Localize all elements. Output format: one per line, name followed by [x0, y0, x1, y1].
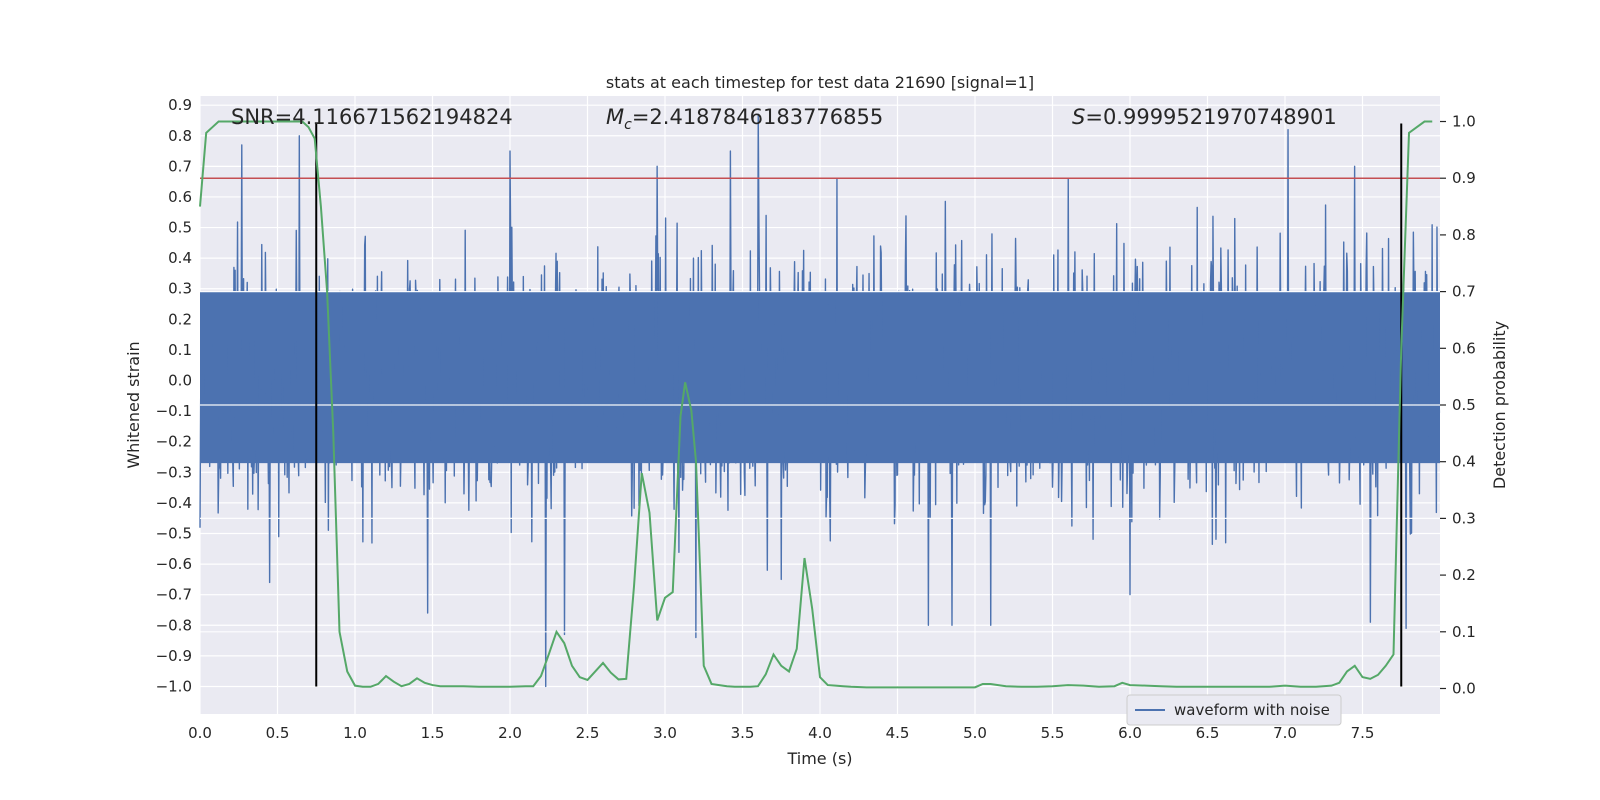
waveform-series [199, 113, 1441, 688]
y-tick-label: −0.9 [156, 647, 192, 665]
x-tick-label: 7.5 [1351, 724, 1375, 742]
y2-axis-ticks: 1.0 0.9 0.8 0.7 0.6 0.5 0.4 0.3 0.2 0.1 0.0 [1440, 113, 1476, 697]
snr-annotation: SNR=4.116671562194824 [231, 105, 513, 129]
chirp-mass-annotation: Mc=2.4187846183776855 [606, 105, 883, 133]
score-symbol: S [1072, 105, 1085, 129]
x-axis-label: Time (s) [786, 749, 852, 768]
y-tick-label: −1.0 [156, 677, 192, 695]
x-tick-label: 6.5 [1196, 724, 1220, 742]
y2-axis-label: Detection probability [1490, 321, 1509, 489]
chirp-mass-value: =2.4187846183776855 [632, 105, 883, 129]
x-tick-label: 2.5 [576, 724, 600, 742]
y2-tick-label: 0.8 [1452, 226, 1476, 244]
x-axis-ticks: 0.0 0.5 1.0 1.5 2.0 2.5 3.0 3.5 4.0 4.5 5.0 5.5 6.0 6… [188, 724, 1374, 742]
y2-tick-label: 0.1 [1452, 623, 1476, 641]
y-tick-label: 0.9 [168, 96, 192, 114]
score-annotation: S=0.9999521970748901 [1072, 105, 1337, 129]
y-tick-label: 0.5 [168, 219, 192, 237]
chirp-mass-subscript: c [624, 117, 632, 133]
y2-tick-label: 0.3 [1452, 509, 1476, 527]
x-tick-label: 5.5 [1041, 724, 1065, 742]
y-tick-label: 0.3 [168, 280, 192, 298]
score-value: =0.9999521970748901 [1085, 105, 1336, 129]
y-axis-ticks: 0.9 0.8 0.7 0.6 0.5 0.4 0.3 0.2 0.1 0.0 −0.1 −0.2 −0… [156, 96, 192, 695]
y-tick-label: 0.1 [168, 341, 192, 359]
y2-tick-label: 0.6 [1452, 339, 1476, 357]
y-tick-label: 0.2 [168, 310, 192, 328]
x-tick-label: 4.0 [808, 724, 832, 742]
x-tick-label: 1.5 [421, 724, 445, 742]
x-tick-label: 1.0 [343, 724, 367, 742]
y-tick-label: −0.8 [156, 616, 192, 634]
y-tick-label: 0.0 [168, 372, 192, 390]
x-tick-label: 3.5 [731, 724, 755, 742]
y-tick-label: −0.6 [156, 555, 192, 573]
x-tick-label: 5.0 [963, 724, 987, 742]
x-tick-label: 3.0 [653, 724, 677, 742]
x-tick-label: 4.5 [886, 724, 910, 742]
chart-title: stats at each timestep for test data 216… [606, 73, 1034, 92]
y2-tick-label: 0.5 [1452, 396, 1476, 414]
y-tick-label: −0.7 [156, 586, 192, 604]
legend-label: waveform with noise [1174, 701, 1330, 719]
x-tick-label: 0.0 [188, 724, 212, 742]
y-tick-label: −0.5 [156, 524, 192, 542]
legend-box [1126, 694, 1342, 726]
x-tick-label: 2.0 [498, 724, 522, 742]
y-tick-label: −0.3 [156, 463, 192, 481]
waveform-trace [199, 113, 1441, 688]
y-tick-label: 0.6 [168, 188, 192, 206]
y2-tick-label: 0.0 [1452, 679, 1476, 697]
x-tick-label: 0.5 [266, 724, 290, 742]
x-tick-label: 7.0 [1273, 724, 1297, 742]
y-tick-label: 0.4 [168, 249, 192, 267]
y2-tick-label: 0.2 [1452, 566, 1476, 584]
legend: waveform with noise [1126, 694, 1342, 726]
detection-probability-series [199, 120, 1433, 689]
y2-tick-label: 0.9 [1452, 169, 1476, 187]
y-tick-label: 0.7 [168, 157, 192, 175]
x-tick-label: 6.0 [1118, 724, 1142, 742]
y-tick-label: −0.4 [156, 494, 192, 512]
chirp-mass-symbol: M [606, 105, 624, 129]
y-tick-label: 0.8 [168, 127, 192, 145]
y-tick-label: −0.1 [156, 402, 192, 420]
y-axis-label: Whitened strain [124, 341, 143, 468]
y2-tick-label: 1.0 [1452, 113, 1476, 131]
y2-tick-label: 0.4 [1452, 453, 1476, 471]
y2-tick-label: 0.7 [1452, 283, 1476, 301]
y-tick-label: −0.2 [156, 433, 192, 451]
